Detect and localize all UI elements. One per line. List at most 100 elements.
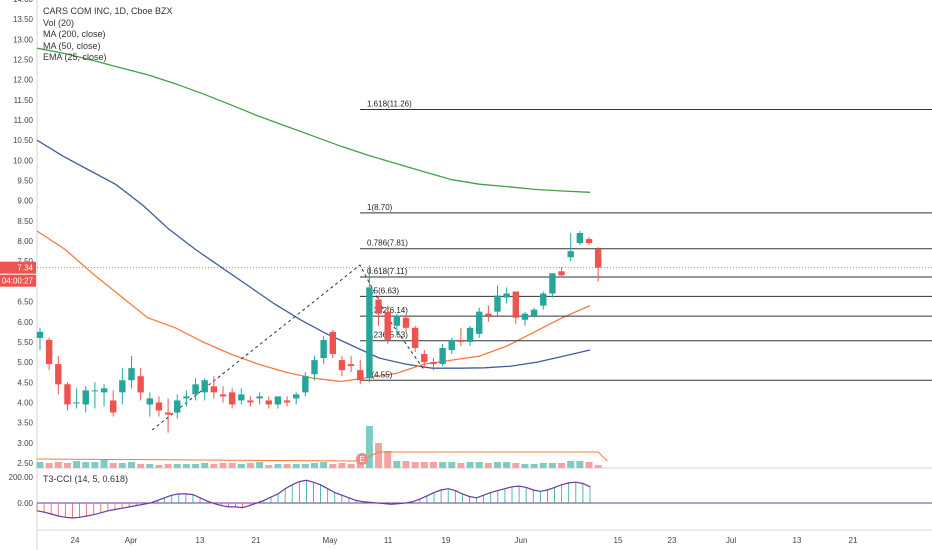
- volume-bar: [420, 462, 428, 468]
- candle-body: [448, 339, 455, 350]
- volume-bar: [311, 463, 318, 468]
- candle-body: [201, 380, 208, 393]
- volume-bar: [246, 463, 254, 468]
- candle-body: [576, 233, 584, 244]
- volume-bar: [173, 464, 181, 468]
- volume-bar: [411, 462, 419, 468]
- volume-bar: [82, 462, 90, 468]
- volume-bar: [594, 465, 602, 468]
- price-tick-label: 8.00: [17, 237, 33, 246]
- time-tick-label: May: [322, 536, 337, 545]
- ma50-line: [36, 139, 591, 369]
- candle-body: [411, 327, 419, 348]
- candle-body: [91, 390, 99, 392]
- price-tag-value: 7.34: [17, 264, 33, 273]
- cci-pane: 200.00 0.00: [9, 473, 932, 519]
- candle-body: [384, 311, 391, 340]
- candle-body: [64, 384, 71, 405]
- candle-body: [485, 313, 492, 316]
- candle-body: [311, 360, 318, 375]
- volume-bar: [54, 462, 62, 468]
- earnings-marker: [356, 453, 368, 465]
- volume-bar: [128, 462, 135, 468]
- price-tick-label: 5.00: [17, 358, 33, 367]
- ma200-line: [36, 47, 591, 193]
- volume-bar: [274, 464, 282, 468]
- legend-line-ma200: MA (200, close): [43, 29, 106, 40]
- candle-body: [45, 339, 53, 365]
- volume-bar: [475, 462, 483, 468]
- volume-bar: [256, 462, 264, 468]
- volume-bars: E: [36, 426, 608, 468]
- volume-bar: [448, 462, 456, 468]
- legend-line-vol: Vol (20): [43, 17, 75, 28]
- price-tick-label: 10.00: [13, 156, 34, 165]
- candle-body: [430, 362, 437, 365]
- candle-body: [594, 249, 602, 268]
- volume-bar: [219, 463, 227, 468]
- candle-body: [402, 317, 410, 328]
- countdown-tag-value: 04:00:27: [2, 277, 34, 286]
- price-tick-label: 11.50: [14, 96, 34, 105]
- candle-body: [521, 313, 529, 320]
- candle-body: [174, 400, 181, 413]
- volume-ma-line: [36, 451, 608, 462]
- legend-line-ma50: MA (50, close): [43, 40, 101, 51]
- candle-body: [219, 394, 227, 397]
- volume-bar: [338, 463, 346, 468]
- cci-tick-label: 0.00: [17, 499, 33, 508]
- candle-body: [512, 291, 519, 318]
- candle-body: [457, 339, 465, 342]
- candle-body: [366, 287, 373, 379]
- candle-body: [549, 273, 556, 294]
- volume-bar: [36, 462, 44, 468]
- price-tick-label: 2.50: [17, 459, 33, 468]
- time-tick-label: Jun: [515, 536, 528, 545]
- volume-bar: [347, 464, 355, 468]
- price-tick-label: 9.00: [17, 197, 33, 206]
- time-tick-label: 13: [793, 536, 802, 545]
- indicator-lines: [36, 47, 591, 383]
- candle-body: [265, 400, 272, 405]
- volume-bar: [539, 463, 547, 468]
- candle-body: [530, 309, 538, 316]
- candle-body: [183, 396, 190, 399]
- volume-bar: [320, 462, 328, 468]
- price-tick-label: 4.50: [17, 378, 33, 387]
- volume-bar: [466, 462, 474, 468]
- candle-body: [192, 384, 199, 395]
- price-tick-label: 3.50: [17, 419, 33, 428]
- price-tick-label: 13.50: [13, 15, 34, 24]
- price-tag-bg: [0, 261, 36, 274]
- candle-body: [155, 402, 163, 411]
- volume-bar: [192, 464, 200, 468]
- volume-bar: [182, 464, 190, 468]
- time-tick-label: Jul: [726, 536, 736, 545]
- fib-level-label: 0(4.55): [367, 370, 393, 379]
- volume-bar: [567, 461, 575, 468]
- candle-body: [146, 398, 153, 405]
- candle-body: [494, 295, 501, 312]
- time-tick-label: 11: [384, 536, 393, 545]
- chart-legend: CARS COM INC, 1D, Cboe BZX Vol (20) MA (…: [43, 6, 173, 64]
- volume-bar: [576, 461, 584, 468]
- volume-bar: [375, 443, 383, 468]
- volume-bar: [494, 462, 501, 468]
- fib-level-label: 1.618(11.26): [367, 100, 412, 109]
- candle-body: [228, 392, 236, 405]
- volume-bar: [384, 451, 392, 468]
- time-tick-label: 21: [849, 536, 858, 545]
- volume-bar: [45, 463, 53, 468]
- volume-bar: [228, 463, 236, 468]
- volume-bar: [91, 462, 99, 468]
- volume-bar: [530, 464, 538, 468]
- volume-bar: [237, 464, 245, 468]
- candle-body: [302, 376, 309, 393]
- time-tick-label: 13: [196, 536, 205, 545]
- volume-bar: [63, 463, 71, 468]
- volume-bar: [402, 461, 410, 468]
- volume-bar: [100, 459, 108, 468]
- candle-body: [100, 388, 108, 393]
- legend-line-ema25: EMA (25, close): [43, 52, 107, 63]
